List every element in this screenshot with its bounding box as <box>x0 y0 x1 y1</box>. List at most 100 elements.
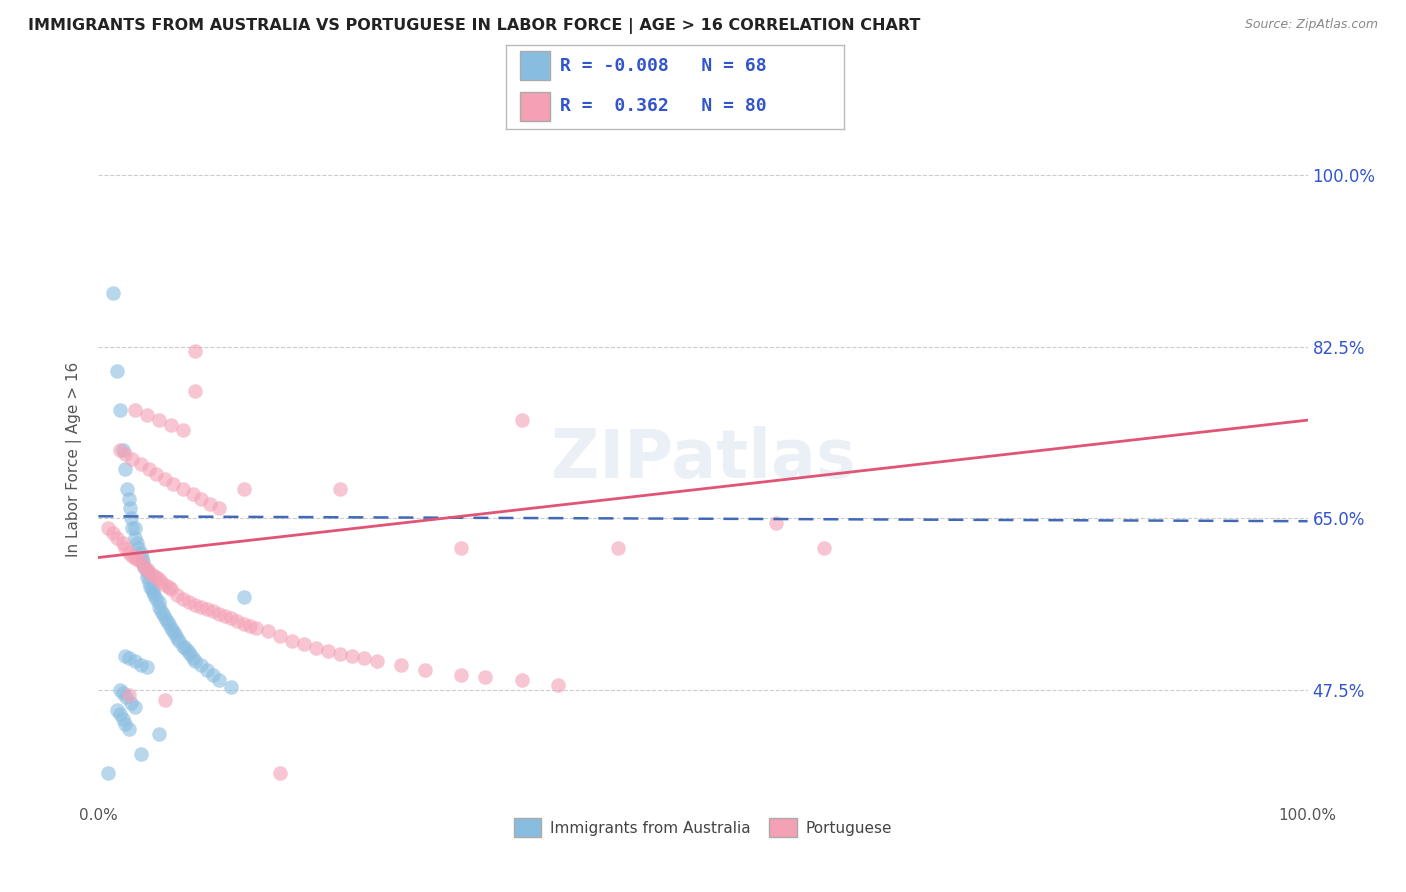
Point <box>174 640 197 655</box>
Point <box>124 699 146 714</box>
Point <box>129 555 152 570</box>
Point <box>474 670 496 684</box>
Point <box>510 413 533 427</box>
Point <box>114 462 136 476</box>
Point <box>177 644 200 658</box>
Point <box>127 535 149 549</box>
Point <box>157 580 180 594</box>
Point <box>232 482 254 496</box>
Text: IMMIGRANTS FROM AUSTRALIA VS PORTUGUESE IN LABOR FORCE | AGE > 16 CORRELATION CH: IMMIGRANTS FROM AUSTRALIA VS PORTUGUESE … <box>28 18 921 34</box>
Point <box>134 560 156 574</box>
Point <box>111 686 134 700</box>
Point <box>124 521 146 535</box>
Point <box>172 639 194 653</box>
Point <box>153 472 176 486</box>
Point <box>118 688 141 702</box>
Point <box>607 541 630 555</box>
Point <box>190 599 212 614</box>
Point <box>150 605 173 619</box>
Point <box>245 621 267 635</box>
Point <box>190 658 212 673</box>
Point <box>135 409 157 423</box>
Point <box>813 541 835 555</box>
Point <box>139 580 162 594</box>
Point <box>366 653 388 667</box>
Point <box>547 678 569 692</box>
Point <box>169 633 191 648</box>
Point <box>163 627 186 641</box>
Point <box>148 599 170 614</box>
Point <box>450 668 472 682</box>
Point <box>114 648 136 663</box>
Point <box>135 566 157 580</box>
Point <box>190 491 212 506</box>
Point <box>148 413 170 427</box>
Point <box>127 552 149 566</box>
Text: R =  0.362   N = 80: R = 0.362 N = 80 <box>560 96 766 114</box>
Point <box>160 621 183 635</box>
Point <box>413 664 436 678</box>
Point <box>114 448 136 462</box>
Point <box>316 644 339 658</box>
Point <box>208 673 231 688</box>
Point <box>510 673 533 688</box>
Point <box>129 658 152 673</box>
Text: R = -0.008   N = 68: R = -0.008 N = 68 <box>560 57 766 75</box>
Point <box>145 570 167 584</box>
Point <box>184 653 207 667</box>
Point <box>157 617 180 632</box>
Point <box>118 491 141 506</box>
Point <box>138 575 160 590</box>
Point <box>329 482 352 496</box>
Point <box>198 496 221 510</box>
Point <box>142 568 165 582</box>
Text: Source: ZipAtlas.com: Source: ZipAtlas.com <box>1244 18 1378 31</box>
Point <box>195 664 218 678</box>
Point <box>127 541 149 555</box>
Point <box>111 712 134 726</box>
Point <box>132 555 155 570</box>
Point <box>120 511 142 525</box>
Point <box>138 462 160 476</box>
Point <box>114 541 136 555</box>
Point <box>148 572 170 586</box>
Point <box>765 516 787 530</box>
Point <box>232 590 254 604</box>
Point <box>389 658 412 673</box>
Point <box>172 423 194 437</box>
Point <box>329 647 352 661</box>
Point <box>239 619 262 633</box>
Point <box>160 417 183 433</box>
Point <box>120 696 142 710</box>
Point <box>148 727 170 741</box>
Point <box>118 723 141 737</box>
Point <box>121 452 143 467</box>
Point <box>172 482 194 496</box>
Point <box>124 403 146 417</box>
Point <box>184 344 207 359</box>
Point <box>269 629 291 643</box>
Point <box>115 690 138 704</box>
Point <box>342 648 364 663</box>
Point <box>156 614 179 628</box>
Point <box>135 570 157 584</box>
Point <box>195 601 218 615</box>
Y-axis label: In Labor Force | Age > 16: In Labor Force | Age > 16 <box>66 362 83 557</box>
Point <box>108 683 131 698</box>
Point <box>108 403 131 417</box>
Point <box>142 585 165 599</box>
Point <box>111 442 134 457</box>
Point <box>105 364 128 378</box>
Point <box>124 531 146 545</box>
Point <box>129 545 152 560</box>
Point <box>124 653 146 667</box>
Point <box>214 609 236 624</box>
Point <box>184 598 207 612</box>
Point <box>450 541 472 555</box>
Point <box>101 285 124 300</box>
Point <box>150 575 173 590</box>
Point <box>97 766 120 780</box>
Point <box>108 707 131 722</box>
Point <box>124 550 146 565</box>
Point <box>153 611 176 625</box>
